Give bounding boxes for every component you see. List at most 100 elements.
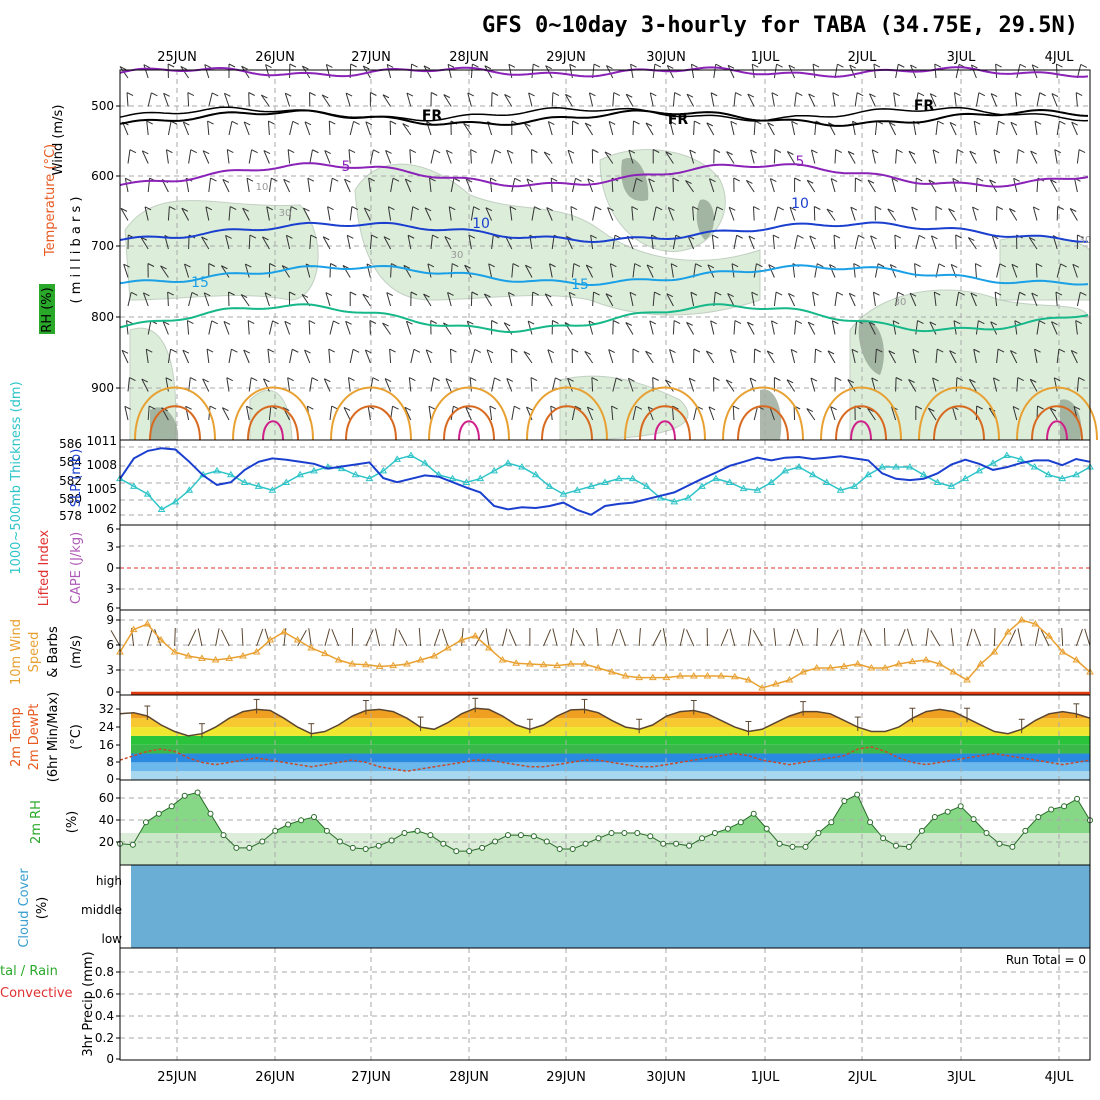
wind-barb-flag <box>528 92 535 97</box>
wind-barb-flag <box>1051 93 1059 97</box>
wind-barb <box>564 94 573 107</box>
wind-barb <box>767 122 775 136</box>
wind-barb <box>127 149 131 164</box>
wind-barb <box>794 92 797 107</box>
wind10-speed-point <box>266 636 275 643</box>
wind-barb <box>449 348 452 364</box>
wind10-barb <box>461 628 464 647</box>
wind-barb-flag <box>143 292 150 297</box>
wind-barb <box>430 149 435 164</box>
wind-barb <box>996 349 999 364</box>
rh-point <box>660 840 667 847</box>
wind-barb <box>430 377 435 392</box>
wind-barb-flag <box>202 150 210 155</box>
wind-barb <box>669 121 674 136</box>
wind-barb <box>120 208 129 221</box>
upper-wind-label: Wind (m/s) <box>51 105 66 176</box>
wind-barb <box>911 206 917 221</box>
wind-barb-flag <box>504 94 511 98</box>
wind10-speed-point <box>129 625 138 633</box>
wind-barb <box>406 92 412 107</box>
temperature-contour <box>541 405 593 441</box>
wind-barb-flag <box>874 206 882 210</box>
wind-barb-flag <box>181 207 189 212</box>
temperature-contour <box>149 405 201 441</box>
y-tick-label: 0.6 <box>95 987 114 1001</box>
wind-barb <box>444 236 452 250</box>
thickness-point <box>517 463 526 470</box>
wind-barb <box>349 206 353 221</box>
wind-barb <box>707 264 715 278</box>
wind-barb-flag <box>895 377 903 381</box>
wind-barb-flag <box>162 321 170 325</box>
wind-barb <box>491 377 495 392</box>
wind10-speed-point <box>676 672 685 679</box>
thickness-point <box>559 490 568 497</box>
rh-point <box>970 816 977 823</box>
rh-point <box>323 827 330 834</box>
y-tick-label: 800 <box>91 310 114 324</box>
wind-barb-flag <box>625 93 633 98</box>
wind-barb <box>854 320 858 335</box>
wind-barb-flag <box>867 179 875 184</box>
wind-barb-flag <box>491 320 498 324</box>
wind-barb <box>588 320 594 335</box>
wind-barb <box>693 120 695 136</box>
wind-barb-flag <box>928 407 935 412</box>
wind10-speed-point <box>157 636 165 643</box>
rh-point <box>375 842 382 849</box>
thickness-point <box>656 493 665 501</box>
wind-barb-flag <box>527 320 535 325</box>
wind-barb-flag <box>774 377 781 381</box>
y-tick-label: 500 <box>91 99 114 113</box>
wind-barb <box>506 378 513 392</box>
wind-barb <box>228 349 232 364</box>
wind-barb-flag <box>545 65 552 70</box>
rh-point <box>983 830 990 836</box>
wind-barb <box>143 64 149 79</box>
wind-barb-flag <box>689 377 696 382</box>
y-tick-label: 6 <box>106 638 114 652</box>
wind10-barb <box>788 628 796 647</box>
wind-barb-flag <box>767 122 774 127</box>
wind-barb <box>263 378 270 392</box>
wind-barb-flag <box>470 149 477 153</box>
wind-barb <box>649 92 654 107</box>
wind-barb-flag <box>469 377 477 382</box>
wind-barb-flag <box>143 64 151 69</box>
temperature-contour <box>119 221 1089 244</box>
wind-barb <box>584 122 594 136</box>
wind-barb-flag <box>716 206 724 211</box>
wind-barb-flag <box>491 92 499 96</box>
wind-barb-flag <box>431 92 438 96</box>
wind-barb-flag <box>409 149 417 153</box>
wind-barb <box>1028 237 1038 250</box>
date-label-top: 3JUL <box>947 50 977 65</box>
rh-point <box>155 810 162 817</box>
wind-barb <box>445 150 452 164</box>
wind-barb-flag <box>365 349 372 354</box>
wind-barb <box>343 407 351 421</box>
thickness-point <box>601 478 609 485</box>
wind-barb-flag <box>404 406 412 411</box>
wind-barb-flag <box>733 405 740 410</box>
wind-barb <box>447 292 452 307</box>
date-label-top: 30JUN <box>646 50 686 65</box>
wind-barb-flag <box>184 263 191 268</box>
wind-barb-flag <box>271 177 278 182</box>
rh-point <box>608 830 615 836</box>
wind-barb-flag <box>532 63 540 68</box>
wind10-speed-point <box>580 660 589 667</box>
wind-barb <box>146 121 149 136</box>
y-tick-label: 20 <box>99 835 114 849</box>
date-label-bottom: 29JUN <box>546 1070 586 1085</box>
wind-barb-flag <box>231 348 238 353</box>
lifted-index-label: Lifted Index <box>37 529 52 606</box>
wind-barb <box>206 349 210 364</box>
wind10-speed-point <box>881 664 889 671</box>
wind-barb-flag <box>672 177 680 182</box>
wind-barb <box>167 206 170 221</box>
wind-barb <box>992 377 998 392</box>
wind-barb <box>362 293 371 307</box>
contour-label: 10 <box>472 216 490 232</box>
